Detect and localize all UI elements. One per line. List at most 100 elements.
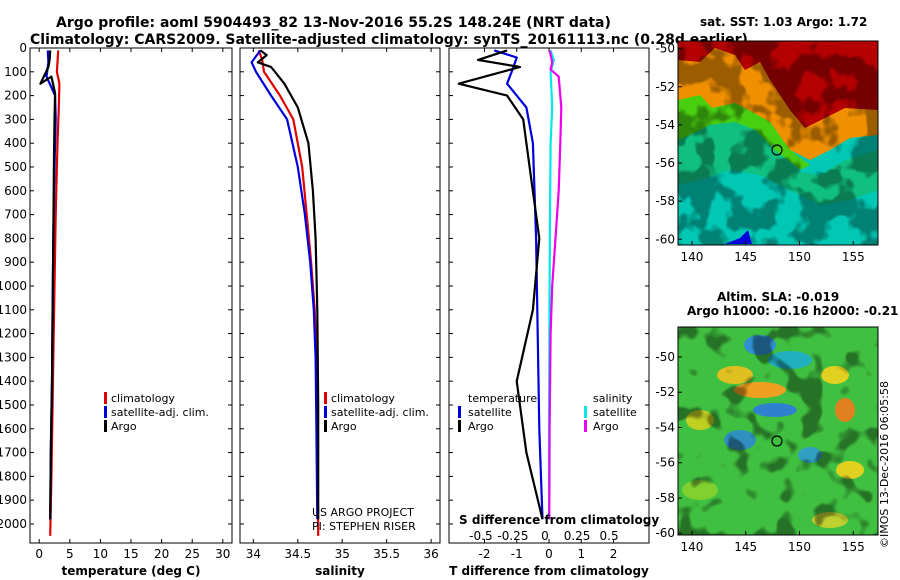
legend-swatch-climatology <box>104 392 107 404</box>
x-tick-label: 0 <box>545 547 553 561</box>
map-x-tick-label: 155 <box>842 250 865 264</box>
map-y-tick-label: -54 <box>655 420 675 434</box>
y-tick-label: 900 <box>4 255 27 269</box>
legend-swatch-satellite <box>104 406 107 418</box>
figure-title: Argo profile: aoml 5904493_82 13-Nov-201… <box>56 15 611 31</box>
sst-map-axes: 140 145 150 155 -50 -52 -54 -56 -58 -60 <box>655 42 864 264</box>
s-difference-label: S difference from climatology <box>459 513 659 527</box>
series-line-argo <box>256 49 320 520</box>
difference-legend: temperature satellite Argo salinity sate… <box>458 392 637 433</box>
y-tick-label: 1400 <box>0 374 27 388</box>
sla-map-title-1: Altim. SLA: -0.019 <box>717 290 839 304</box>
legend-title-salinity: salinity <box>593 392 633 405</box>
temperature-legend: climatology satellite-adj. clim. Argo <box>104 392 209 433</box>
legend-label-argo: Argo <box>111 420 137 433</box>
salinity-legend: climatology satellite-adj. clim. Argo <box>324 392 429 433</box>
temperature-profile-chart: 0100200300400500600700800900100011001200… <box>0 41 233 578</box>
legend-label-satellite: satellite-adj. clim. <box>111 406 209 419</box>
legend-label-s-satellite: satellite <box>593 406 637 419</box>
s-difference-ticks: -0.5 -0.25 0 0.25 0.5 <box>469 529 618 543</box>
credit-project: US ARGO PROJECT <box>312 506 414 519</box>
map-y-tick-label: -58 <box>655 491 675 505</box>
y-tick-label: 700 <box>4 208 27 222</box>
map-y-tick-label: -50 <box>655 350 675 364</box>
y-tick-label: 1600 <box>0 422 27 436</box>
s-tick-label: -0.25 <box>497 529 528 543</box>
x-tick-label: 1 <box>577 547 585 561</box>
x-tick-label: 35.5 <box>373 547 400 561</box>
legend-label-climatology: climatology <box>111 392 175 405</box>
series-line-temperature-satellite <box>493 49 544 520</box>
series-group <box>250 49 320 536</box>
y-tick-label: 1000 <box>0 279 27 293</box>
map-x-tick-label: 140 <box>681 540 704 554</box>
legend-swatch-t-satellite <box>458 406 461 418</box>
y-tick-label: 1500 <box>0 398 27 412</box>
legend-label-satellite: satellite-adj. clim. <box>331 406 429 419</box>
legend-swatch-s-satellite <box>584 406 587 418</box>
x-tick-label: 0 <box>35 547 43 561</box>
y-tick-label: 100 <box>4 65 27 79</box>
x-tick-label: 2 <box>610 547 618 561</box>
s-tick-label: 0.25 <box>564 529 591 543</box>
map-y-tick-label: -52 <box>655 80 675 94</box>
x-axis-label: salinity <box>315 564 365 578</box>
series-line-satellite-adj-clim- <box>250 49 319 520</box>
x-tick-label: 35 <box>335 547 350 561</box>
legend-label-climatology: climatology <box>331 392 395 405</box>
x-tick-label: -2 <box>478 547 490 561</box>
y-tick-label: 1100 <box>0 303 27 317</box>
legend-swatch-t-argo <box>458 420 461 432</box>
map-y-tick-label: -50 <box>655 42 675 56</box>
map-x-tick-label: 150 <box>788 540 811 554</box>
series-line-argo <box>39 50 57 520</box>
figure-subtitle: Climatology: CARS2009. Satellite-adjuste… <box>30 32 748 48</box>
y-tick-label: 0 <box>19 41 27 55</box>
map-x-tick-label: 155 <box>842 540 865 554</box>
s-tick-label: 0.5 <box>600 529 619 543</box>
x-tick-label: 34.5 <box>284 547 311 561</box>
credit-pi: PI: STEPHEN RISER <box>312 520 416 533</box>
x-tick-label: 5 <box>66 547 74 561</box>
map-y-tick-label: -56 <box>655 456 675 470</box>
legend-label-argo: Argo <box>331 420 357 433</box>
y-tick-label: 1800 <box>0 469 27 483</box>
series-line-salinity-argo <box>548 50 563 520</box>
salinity-profile-chart: 34 34.5 35 35.5 36 salinity <box>239 47 441 578</box>
legend-title-temperature: temperature <box>468 392 537 405</box>
legend-swatch-argo <box>324 420 327 432</box>
x-axis-label: temperature (deg C) <box>62 564 201 578</box>
y-tick-label: 400 <box>4 136 27 150</box>
difference-profile-chart: -2 -1 0 1 2 T difference from climatology <box>448 47 650 578</box>
plot-frame <box>239 47 441 544</box>
argo-position-marker <box>771 435 783 447</box>
legend-swatch-satellite <box>324 406 327 418</box>
legend-swatch-climatology <box>324 392 327 404</box>
y-tick-label: 1700 <box>0 446 27 460</box>
sla-map-title-2: Argo h1000: -0.16 h2000: -0.21 <box>687 304 898 318</box>
sst-map <box>678 41 878 245</box>
sla-map <box>678 327 878 535</box>
y-tick-label: 1900 <box>0 493 27 507</box>
y-tick-label: 200 <box>4 89 27 103</box>
map-y-tick-label: -56 <box>655 156 675 170</box>
legend-label-s-argo: Argo <box>593 420 619 433</box>
argo-position-marker <box>771 144 783 156</box>
x-axis-label: T difference from climatology <box>449 564 649 578</box>
y-tick-label: 1300 <box>0 350 27 364</box>
s-tick-label: 0 <box>541 529 549 543</box>
x-tick-label: 10 <box>93 547 108 561</box>
imos-stamp: ©IMOS 13-Dec-2016 06:05:58 <box>878 381 891 548</box>
series-group <box>39 50 61 536</box>
y-tick-label: 2000 <box>0 517 27 531</box>
map-x-tick-label: 150 <box>788 250 811 264</box>
map-x-tick-label: 140 <box>681 250 704 264</box>
map-y-tick-label: -54 <box>655 118 675 132</box>
x-tick-label: 34 <box>246 547 261 561</box>
legend-label-t-satellite: satellite <box>468 406 512 419</box>
x-tick-label: 20 <box>154 547 169 561</box>
y-tick-label: 300 <box>4 112 27 126</box>
legend-swatch-argo <box>104 420 107 432</box>
map-y-tick-label: -60 <box>655 526 675 540</box>
